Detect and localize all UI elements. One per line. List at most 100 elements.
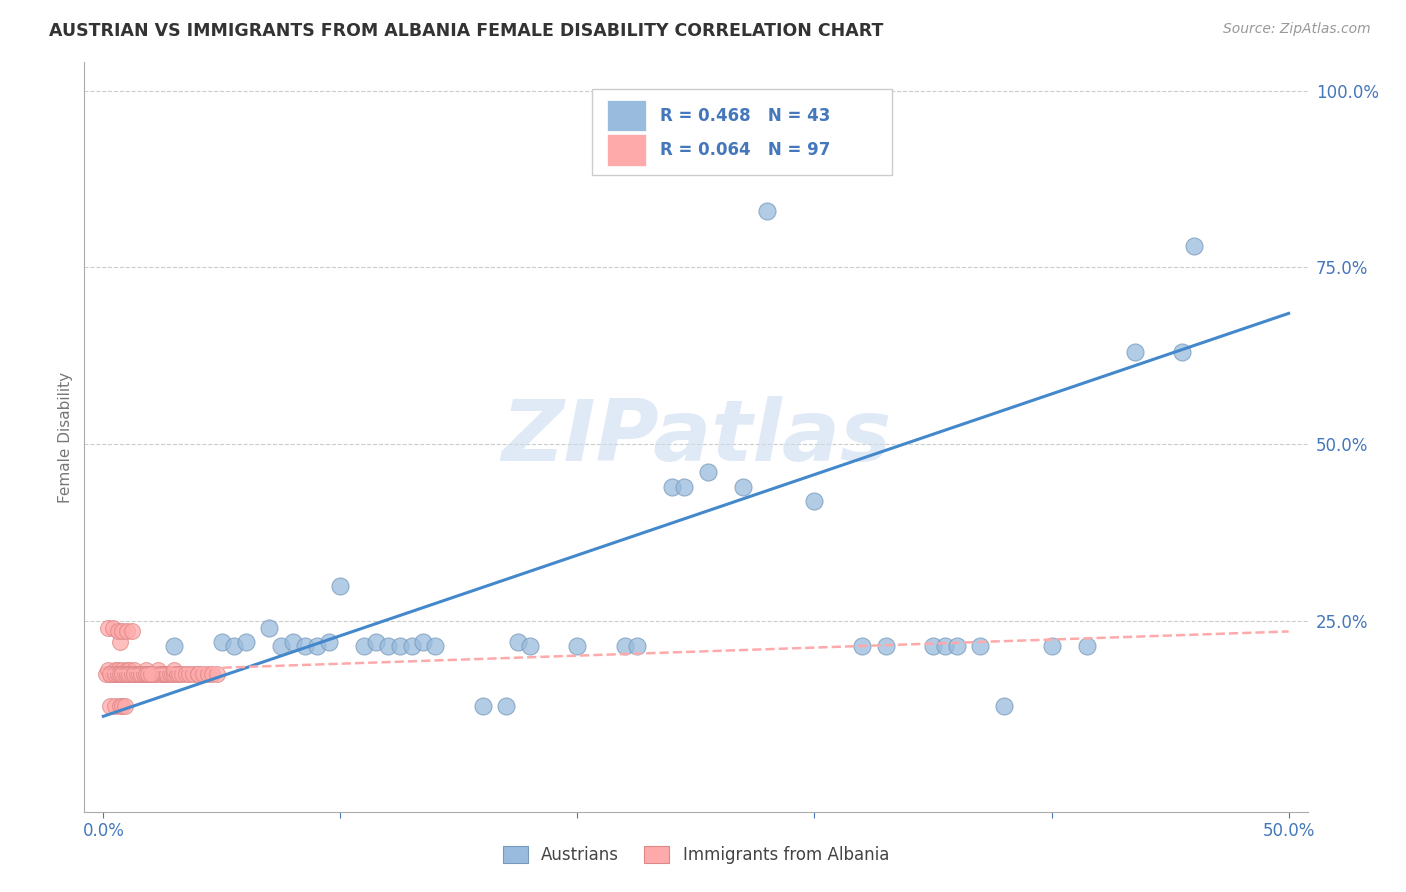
Point [100, 666, 122, 681]
Point [139, 666, 162, 681]
Point [156, 666, 179, 681]
Point [205, 666, 228, 681]
Legend: Austrians, Immigrants from Albania: Austrians, Immigrants from Albania [496, 839, 896, 871]
Point [108, 666, 131, 681]
Point [100, 666, 122, 681]
Point [114, 698, 136, 713]
Point [128, 666, 150, 681]
Point [122, 664, 145, 678]
Point [121, 666, 143, 681]
Point [170, 666, 193, 681]
Point [121, 624, 143, 639]
Text: R = 0.064   N = 97: R = 0.064 N = 97 [661, 141, 831, 159]
Y-axis label: Female Disability: Female Disability [58, 371, 73, 503]
Point [138, 666, 160, 681]
Point [132, 666, 155, 681]
Point [1123, 345, 1146, 359]
Point [97, 664, 120, 678]
Point [174, 666, 197, 681]
Point [364, 635, 387, 649]
Point [401, 639, 423, 653]
Point [153, 666, 176, 681]
Point [114, 666, 136, 681]
Point [661, 479, 683, 493]
Point [471, 698, 494, 713]
Point [412, 635, 434, 649]
Point [104, 664, 127, 678]
Point [922, 639, 945, 653]
Point [138, 666, 160, 681]
Point [108, 635, 131, 649]
Point [235, 635, 257, 649]
Point [145, 666, 167, 681]
Point [108, 666, 131, 681]
Point [305, 639, 328, 653]
Point [495, 698, 517, 713]
Point [508, 635, 530, 649]
Point [139, 666, 162, 681]
Point [128, 666, 150, 681]
Point [152, 666, 174, 681]
Point [177, 666, 200, 681]
Point [111, 698, 134, 713]
Point [107, 664, 129, 678]
Point [132, 666, 155, 681]
Text: Source: ZipAtlas.com: Source: ZipAtlas.com [1223, 22, 1371, 37]
Point [121, 666, 143, 681]
Point [100, 698, 122, 713]
Point [167, 666, 190, 681]
Point [108, 698, 131, 713]
Point [122, 666, 145, 681]
Point [125, 666, 148, 681]
Point [111, 664, 134, 678]
Point [111, 666, 134, 681]
Point [101, 666, 124, 681]
Point [149, 666, 172, 681]
Point [97, 621, 120, 635]
Point [613, 639, 636, 653]
Point [187, 666, 209, 681]
Point [121, 666, 143, 681]
Point [108, 666, 131, 681]
Point [152, 666, 174, 681]
Point [118, 666, 141, 681]
Point [1076, 639, 1098, 653]
Point [270, 639, 292, 653]
Point [294, 639, 316, 653]
Point [115, 666, 138, 681]
Point [115, 624, 138, 639]
Point [201, 666, 224, 681]
Point [934, 639, 956, 653]
FancyBboxPatch shape [592, 88, 891, 175]
Point [519, 639, 541, 653]
Point [567, 639, 589, 653]
Point [673, 479, 696, 493]
Point [114, 666, 136, 681]
Point [107, 666, 129, 681]
Point [104, 666, 127, 681]
Point [104, 666, 127, 681]
Point [129, 666, 152, 681]
Point [111, 624, 134, 639]
Point [353, 639, 375, 653]
Point [101, 621, 124, 635]
FancyBboxPatch shape [606, 135, 645, 166]
Point [118, 664, 141, 678]
Point [183, 666, 205, 681]
Point [104, 698, 127, 713]
Point [1182, 239, 1205, 253]
Point [104, 666, 127, 681]
Point [135, 666, 157, 681]
Point [187, 666, 209, 681]
Point [111, 666, 134, 681]
Text: AUSTRIAN VS IMMIGRANTS FROM ALBANIA FEMALE DISABILITY CORRELATION CHART: AUSTRIAN VS IMMIGRANTS FROM ALBANIA FEMA… [49, 22, 883, 40]
Point [259, 621, 281, 635]
Point [115, 666, 138, 681]
Point [318, 635, 340, 649]
Point [115, 666, 138, 681]
Point [756, 203, 779, 218]
Point [122, 666, 145, 681]
Point [969, 639, 991, 653]
Point [166, 666, 188, 681]
Point [329, 578, 352, 592]
